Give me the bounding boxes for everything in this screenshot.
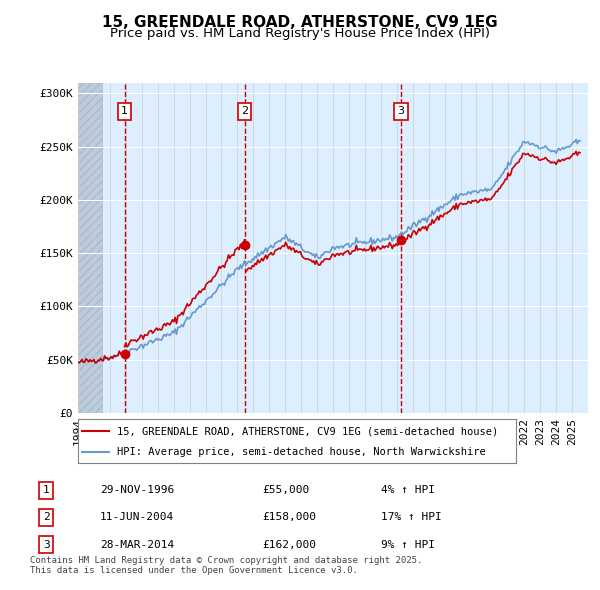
Text: 2: 2 — [241, 106, 248, 116]
Text: 15, GREENDALE ROAD, ATHERSTONE, CV9 1EG (semi-detached house): 15, GREENDALE ROAD, ATHERSTONE, CV9 1EG … — [118, 427, 499, 436]
Text: £162,000: £162,000 — [262, 540, 316, 550]
Text: 3: 3 — [397, 106, 404, 116]
Text: 1: 1 — [121, 106, 128, 116]
Text: 11-JUN-2004: 11-JUN-2004 — [100, 513, 175, 522]
Text: 28-MAR-2014: 28-MAR-2014 — [100, 540, 175, 550]
Text: £158,000: £158,000 — [262, 513, 316, 522]
Text: 15, GREENDALE ROAD, ATHERSTONE, CV9 1EG: 15, GREENDALE ROAD, ATHERSTONE, CV9 1EG — [102, 15, 498, 30]
Text: 29-NOV-1996: 29-NOV-1996 — [100, 485, 175, 495]
Text: Contains HM Land Registry data © Crown copyright and database right 2025.
This d: Contains HM Land Registry data © Crown c… — [30, 556, 422, 575]
Text: Price paid vs. HM Land Registry's House Price Index (HPI): Price paid vs. HM Land Registry's House … — [110, 27, 490, 40]
Bar — [78, 83, 102, 413]
Text: £55,000: £55,000 — [262, 485, 310, 495]
Text: 9% ↑ HPI: 9% ↑ HPI — [381, 540, 435, 550]
Text: HPI: Average price, semi-detached house, North Warwickshire: HPI: Average price, semi-detached house,… — [118, 447, 486, 457]
Text: 4% ↑ HPI: 4% ↑ HPI — [381, 485, 435, 495]
Text: 3: 3 — [43, 540, 50, 550]
Text: 2: 2 — [43, 513, 50, 522]
Text: 17% ↑ HPI: 17% ↑ HPI — [381, 513, 442, 522]
Text: 1: 1 — [43, 485, 50, 495]
